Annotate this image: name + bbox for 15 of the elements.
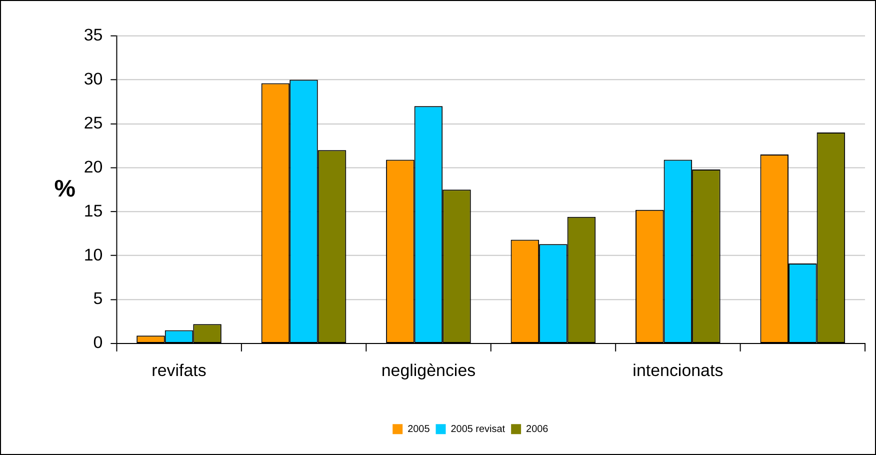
y-tick-label: 10 [84,245,103,264]
legend-label: 2005 revisat [450,424,506,435]
y-tick-label: 25 [84,113,103,132]
y-axis-title: % [54,175,76,202]
y-tick-label: 0 [93,333,103,352]
x-tick-label: negligències [381,361,476,380]
y-tick-label: 35 [84,26,103,45]
y-tick-label: 15 [84,201,103,220]
y-tick-label: 20 [84,157,103,176]
x-tick-label: intencionats [632,361,724,380]
legend-label: 2006 [526,424,549,435]
legend-label: 2005 [408,424,430,435]
y-tick-label: 5 [93,289,103,308]
y-tick-label: 30 [84,69,103,88]
x-tick-label: revifats [152,361,206,380]
